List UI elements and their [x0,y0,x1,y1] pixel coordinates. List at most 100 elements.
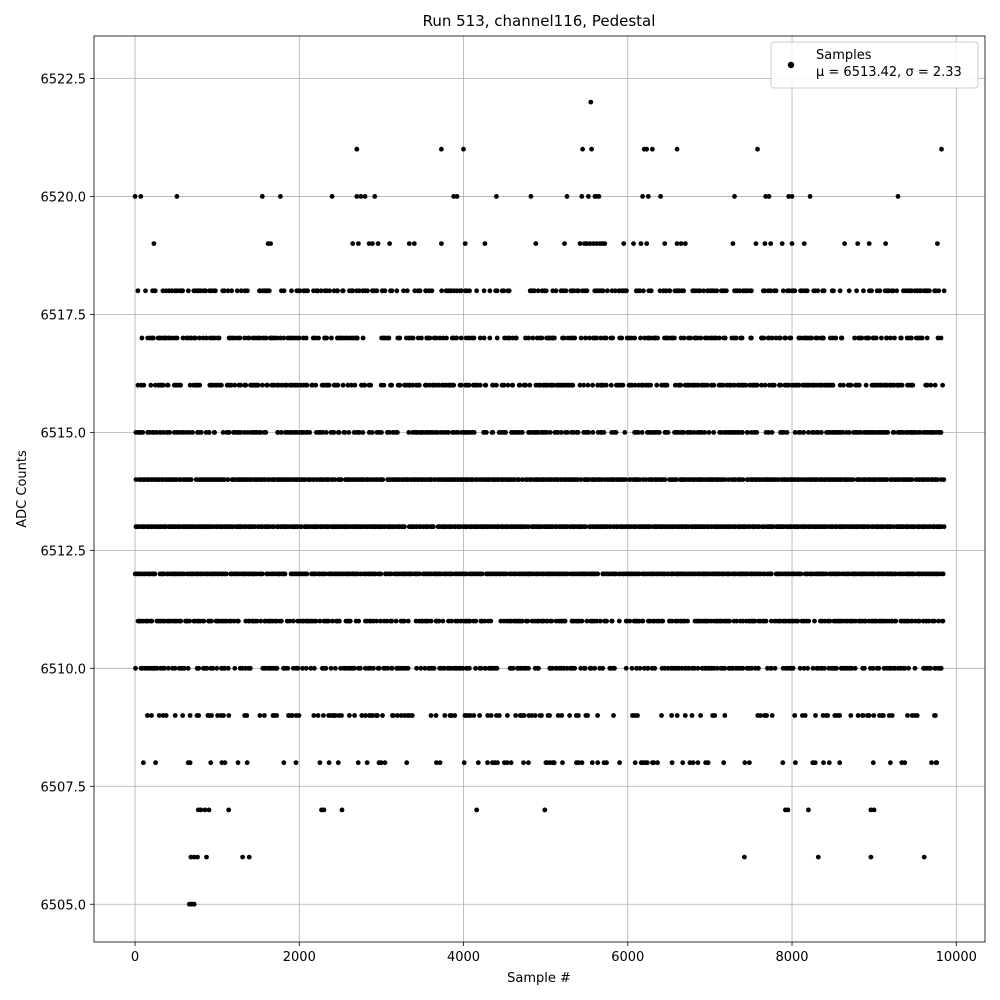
sample-point [180,288,186,294]
sample-point [315,288,321,294]
sample-point [380,477,386,482]
chart-title: Run 513, channel116, Pedestal [423,12,656,30]
sample-point [138,194,144,199]
sample-point [387,241,392,247]
sample-point [395,430,400,435]
sample-point [753,241,759,247]
sample-point [645,665,651,671]
sample-point [358,194,364,199]
sample-point [197,382,203,388]
sample-point [385,665,390,671]
sample-point [577,382,583,388]
sample-point [910,382,916,388]
sample-point [506,288,512,294]
sample-point [245,430,251,435]
sample-point [766,430,771,435]
sample-point [635,430,641,435]
sample-point [685,618,690,624]
sample-point [370,713,375,718]
y-tick-label: 6505.0 [41,898,87,913]
sample-point [258,430,263,435]
sample-point [196,713,202,718]
sample-point [455,430,461,435]
sample-point [868,854,874,860]
sample-point [141,760,146,766]
sample-point [329,194,335,199]
sample-point [856,382,862,388]
sample-point [826,760,832,766]
sample-point [278,194,283,199]
sample-point [287,618,292,624]
sample-point [797,430,803,435]
sample-point [714,288,720,294]
sample-point [749,335,754,341]
sample-point [285,665,291,671]
sample-point [442,665,447,671]
sample-point [565,430,570,435]
sample-point [810,665,816,671]
sample-point [762,241,768,247]
sample-point [543,288,549,294]
sample-point [352,713,357,718]
y-tick-label: 6522.5 [41,72,87,87]
sample-point [559,713,565,718]
sample-point [924,382,930,388]
sample-point [789,241,795,247]
sample-point [783,335,788,341]
sample-point [644,241,650,247]
sample-point [853,618,859,624]
sample-point [680,760,686,766]
sample-point [815,854,821,860]
sample-point [654,382,660,388]
sample-point [769,618,774,624]
sample-point [768,571,774,577]
sample-point [672,335,677,341]
sample-point [785,807,791,813]
sample-point [773,288,779,294]
sample-point [526,335,531,341]
sample-point [307,430,313,435]
sample-point [160,382,166,388]
sample-point [484,430,489,435]
sample-point [222,665,228,671]
sample-point [154,430,159,435]
sample-point [706,430,712,435]
sample-point [773,335,779,341]
sample-point [326,760,332,766]
sample-point [722,713,728,718]
sample-point [323,430,329,435]
sample-point [477,713,482,718]
sample-point [166,665,171,671]
sample-point [772,665,778,671]
sample-point [180,713,186,718]
sample-point [704,382,710,388]
sample-point [769,665,774,671]
sample-point [356,430,362,435]
sample-point [387,430,392,435]
sample-point [439,288,445,294]
sample-point [503,430,508,435]
sample-point [579,760,585,766]
sample-point [682,241,688,247]
sample-point [417,288,423,294]
sample-point [801,430,807,435]
sample-point [551,382,556,388]
sample-point [576,288,581,294]
sample-point [354,335,360,341]
sample-point [711,382,717,388]
sample-point [268,241,273,247]
sample-point [664,382,670,388]
sample-point [339,713,344,718]
y-tick-label: 6515.0 [41,426,87,441]
sample-point [603,382,609,388]
sample-point [303,665,309,671]
sample-point [460,665,466,671]
sample-point [839,335,845,341]
sample-point [210,665,216,671]
sample-point [658,194,663,199]
sample-point [225,477,231,482]
sample-point [356,618,362,624]
sample-point [764,713,769,718]
sample-point [596,194,602,199]
sample-point [928,665,933,671]
